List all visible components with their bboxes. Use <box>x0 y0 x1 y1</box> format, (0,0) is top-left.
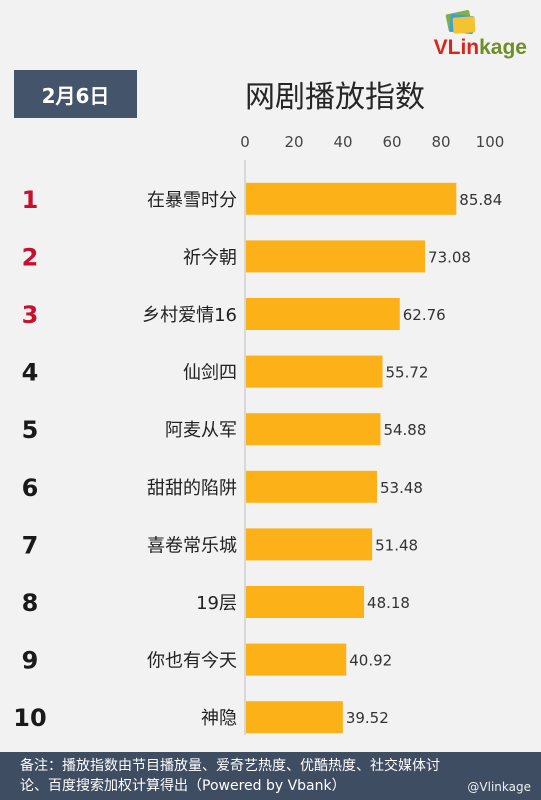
value-label: 51.48 <box>375 536 418 554</box>
bar-chart: 0 20 40 60 80 100 1 在暴雪时分 85.84 2 祈今朝 73.08 3 乡村爱情16 6… <box>13 133 505 735</box>
x-tick-label: 100 <box>476 133 505 151</box>
bar <box>246 470 378 503</box>
value-label: 55.72 <box>386 364 429 382</box>
bar <box>246 240 426 273</box>
rank-number: 9 <box>22 647 39 675</box>
logo-cards-icon <box>445 10 476 35</box>
category-label: 仙剑四 <box>183 363 237 384</box>
rank-number: 7 <box>22 531 39 559</box>
category-label: 乡村爱情16 <box>142 305 237 326</box>
date-badge: 2月6日 <box>14 70 137 118</box>
value-label: 85.84 <box>459 191 502 209</box>
footer-note: 备注：播放指数由节目播放量、爱奇艺热度、优酷热度、社交媒体讨 论、百度搜索加权计… <box>0 752 541 800</box>
value-label: 54.88 <box>383 421 426 439</box>
x-tick-label: 80 <box>431 133 450 151</box>
category-label: 祈今朝 <box>183 247 237 268</box>
category-label: 甜甜的陷阱 <box>147 478 237 499</box>
rank-number: 10 <box>13 704 46 732</box>
x-tick-label: 0 <box>240 133 250 151</box>
rank-number: 6 <box>22 474 39 502</box>
x-tick-label: 60 <box>382 133 401 151</box>
category-label: 19层 <box>196 593 237 614</box>
value-label: 62.76 <box>403 306 446 324</box>
category-label: 神隐 <box>201 708 237 729</box>
bar <box>246 298 400 330</box>
vlinkage-logo: VLinkage <box>387 8 527 60</box>
rank-number: 2 <box>22 243 39 271</box>
bar <box>246 182 457 215</box>
category-label: 你也有今天 <box>147 651 237 672</box>
rank-number: 8 <box>22 589 39 617</box>
value-label: 53.48 <box>380 479 423 497</box>
rank-number: 5 <box>22 416 39 444</box>
bar <box>246 413 381 446</box>
value-label: 39.52 <box>346 709 389 727</box>
chart-title: 网剧播放指数 <box>245 80 425 115</box>
category-label: 在暴雪时分 <box>147 190 237 211</box>
footer-line-2: 论、百度搜索加权计算得出（Powered by Vbank） <box>20 778 346 794</box>
bar <box>246 355 383 388</box>
value-label: 48.18 <box>367 594 410 612</box>
value-label: 73.08 <box>428 248 471 266</box>
weibo-watermark: @Vlinkage <box>467 780 531 794</box>
bar <box>246 701 343 734</box>
bar <box>246 528 373 561</box>
rank-number: 3 <box>22 301 39 329</box>
x-tick-label: 40 <box>333 133 352 151</box>
bar <box>246 586 365 618</box>
value-label: 40.92 <box>349 652 392 670</box>
category-label: 喜卷常乐城 <box>147 535 237 556</box>
bar <box>246 643 347 676</box>
footer-line-1: 备注：播放指数由节目播放量、爱奇艺热度、优酷热度、社交媒体讨 <box>20 758 440 774</box>
rank-number: 4 <box>22 359 39 387</box>
rank-number: 1 <box>22 186 39 214</box>
brand-name: VLinkage <box>433 36 527 59</box>
category-label: 阿麦从军 <box>165 420 237 441</box>
x-tick-label: 20 <box>284 133 303 151</box>
